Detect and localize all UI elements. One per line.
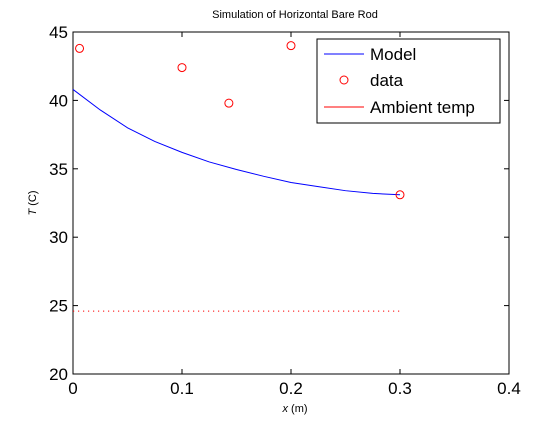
chart-title: Simulation of Horizontal Bare Rod (212, 9, 378, 21)
y-tick-label: 45 (49, 23, 68, 42)
data-point (395, 190, 405, 200)
axis-tick-labels: 0 0.1 0.2 0.3 0.4 20 25 30 35 40 45 (49, 23, 521, 398)
y-tick-label: 20 (49, 365, 68, 384)
y-axis-unit: (C) (27, 190, 39, 208)
y-tick-label: 25 (49, 297, 68, 316)
x-tick-label: 0.3 (388, 379, 412, 398)
y-tick-label: 40 (49, 91, 68, 110)
data-point (177, 63, 187, 73)
y-axis-variable: T (27, 208, 39, 216)
x-tick-label: 0.4 (497, 379, 521, 398)
series-line-model (72, 89, 401, 196)
data-point (75, 43, 85, 53)
legend-label-data: data (370, 71, 404, 90)
legend-label-ambient-temp: Ambient temp (370, 98, 475, 117)
x-tick-label: 0.1 (170, 379, 194, 398)
y-tick-label: 30 (49, 228, 68, 247)
series-layer (72, 41, 405, 312)
x-axis-label: x (m) (281, 403, 307, 415)
data-point (286, 41, 296, 51)
legend: Model data Ambient temp (316, 38, 501, 124)
y-axis-label: T (C) (27, 190, 39, 215)
legend-swatch-data (339, 75, 349, 85)
axis-ticks (72, 31, 510, 375)
y-tick-label: 35 (49, 160, 68, 179)
x-tick-label: 0 (68, 379, 77, 398)
legend-label-model: Model (370, 45, 416, 64)
x-tick-label: 0.2 (279, 379, 303, 398)
data-point (224, 98, 234, 108)
x-axis-variable: x (281, 403, 288, 415)
x-axis-unit: (m) (288, 403, 308, 415)
